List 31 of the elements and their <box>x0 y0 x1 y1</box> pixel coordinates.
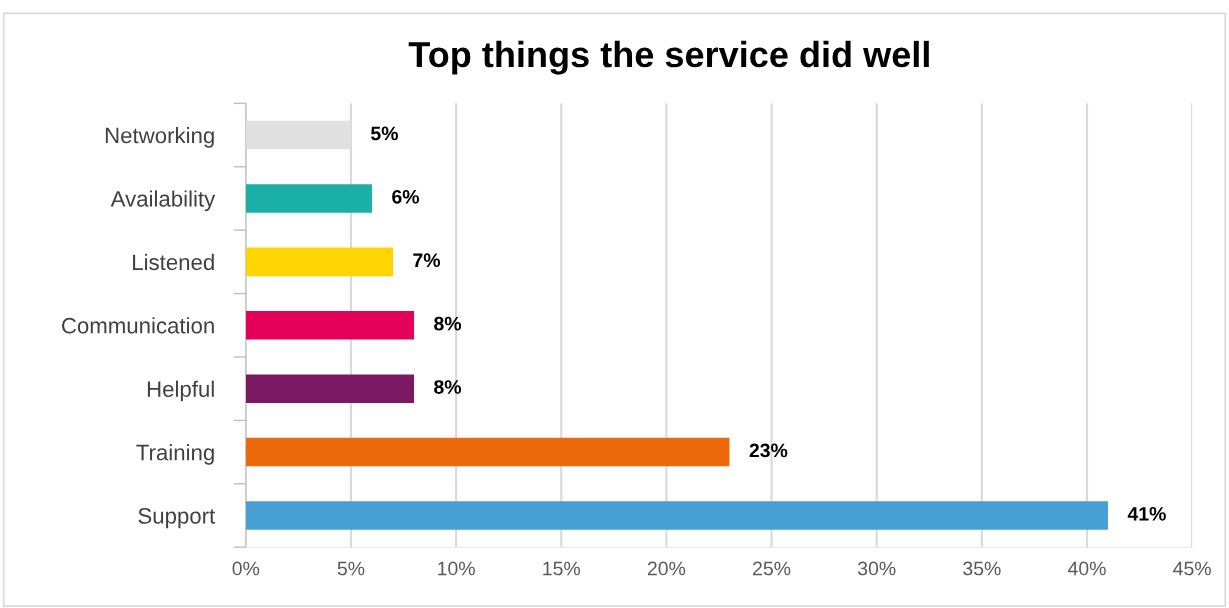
data-label: 6% <box>392 189 420 204</box>
y-tick-label: Communication <box>62 317 214 334</box>
x-tick-label: 30% <box>857 561 896 576</box>
x-tick-label: 35% <box>963 561 1001 576</box>
data-label: 7% <box>413 253 441 268</box>
data-label: 41% <box>1127 507 1166 521</box>
bar <box>245 437 730 467</box>
x-tick-label: 25% <box>753 561 791 576</box>
y-tick-label: Networking <box>105 127 214 148</box>
bar <box>245 501 1109 530</box>
x-tick-label: 10% <box>438 561 475 576</box>
x-tick-label: 45% <box>1173 561 1211 576</box>
x-tick-label: 5% <box>337 561 365 576</box>
bar <box>245 184 372 213</box>
y-tick-label: Training <box>136 444 214 465</box>
x-tick-label: 15% <box>543 561 581 576</box>
x-tick-label: 20% <box>647 561 686 576</box>
y-tick-label: Helpful <box>147 380 214 402</box>
y-tick-label: Support <box>138 508 216 529</box>
x-tick-label: 40% <box>1067 561 1106 576</box>
y-tick-label: Listened <box>133 253 214 271</box>
bar <box>245 311 415 340</box>
data-label: 8% <box>434 380 462 394</box>
data-label: 23% <box>749 443 788 458</box>
y-tick-label: Availability <box>110 190 216 212</box>
x-tick-label: 0% <box>232 561 260 576</box>
chart-title: Top things the service did well <box>408 40 929 75</box>
data-label: 8% <box>434 316 462 331</box>
bar <box>245 374 415 403</box>
bar <box>245 247 394 277</box>
data-label: 5% <box>370 126 398 141</box>
